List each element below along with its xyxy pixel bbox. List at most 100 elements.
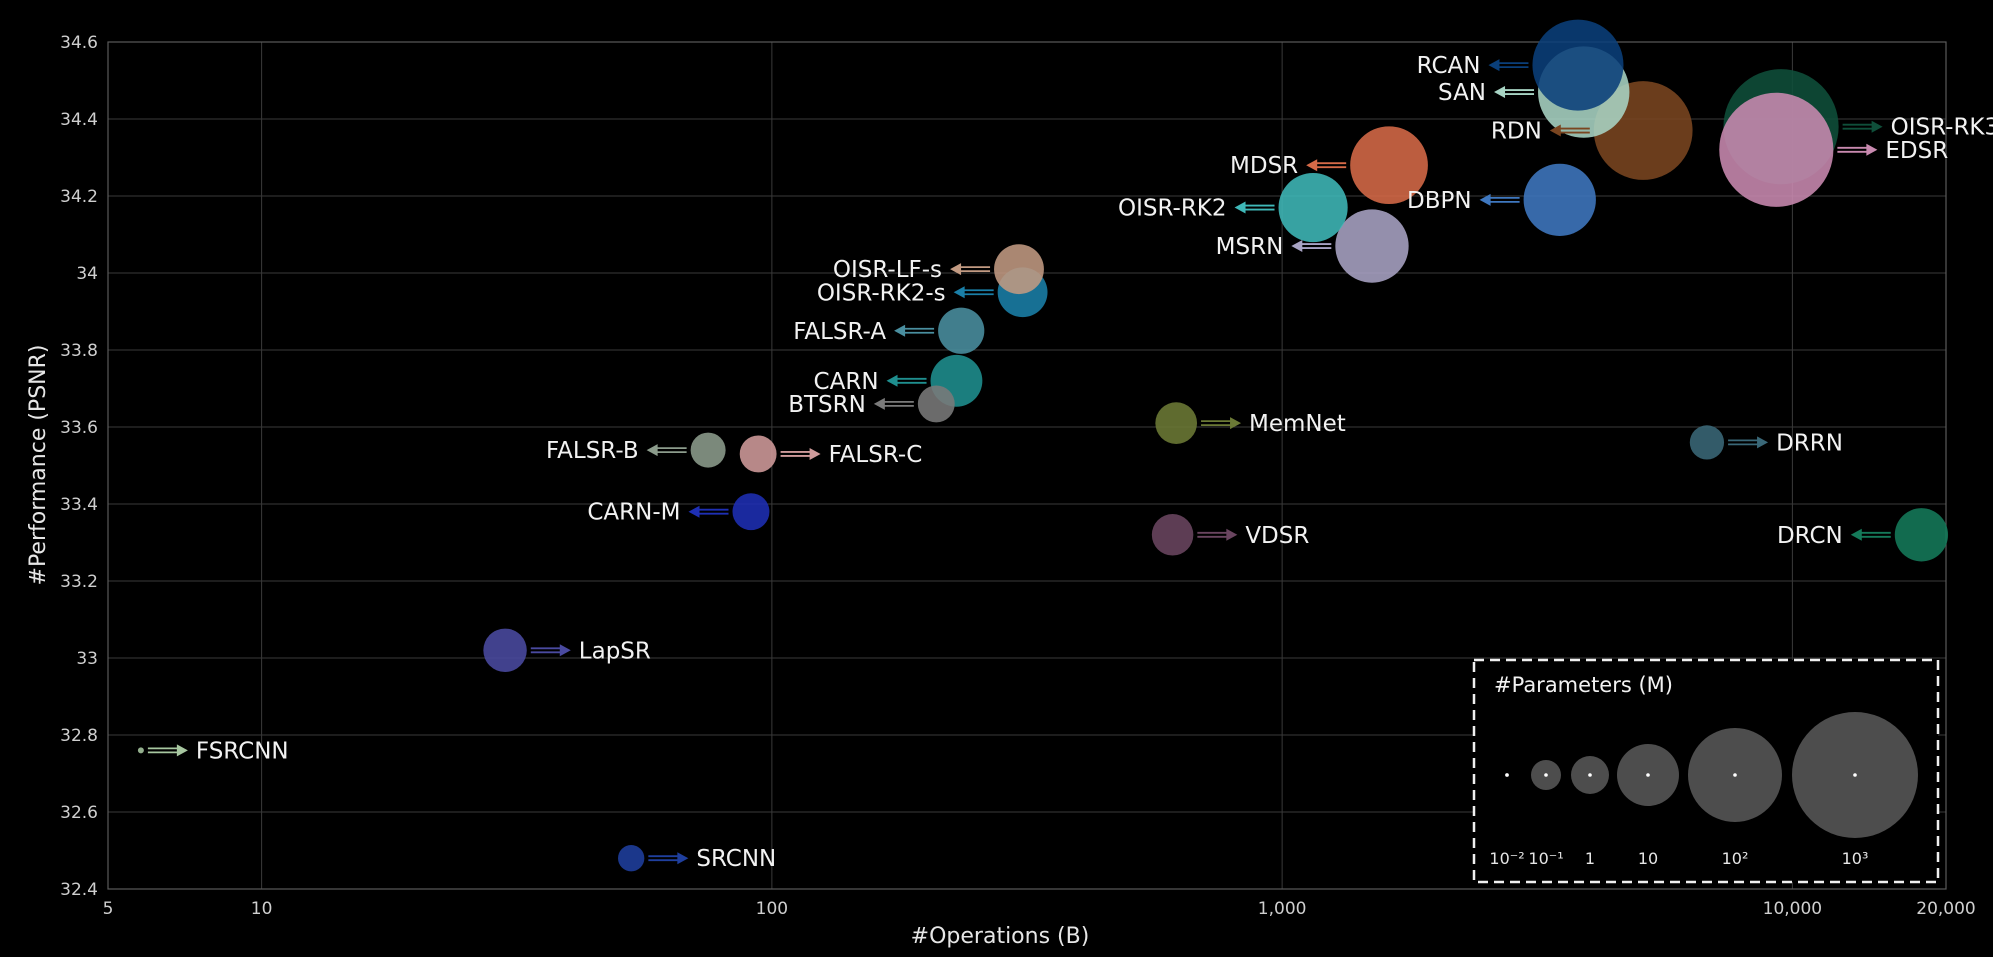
y-tick-label: 32.8	[60, 726, 98, 746]
point-label: MDSR	[1230, 153, 1298, 179]
label-arrow	[1234, 201, 1275, 214]
label-arrow	[530, 644, 571, 657]
label-arrow	[894, 324, 935, 337]
arrow-head	[1850, 528, 1862, 541]
y-tick-label: 33.2	[60, 572, 98, 592]
label-arrow	[953, 286, 994, 299]
y-tick-label: 33.8	[60, 341, 98, 361]
label-arrow	[147, 744, 188, 757]
point-label: VDSR	[1245, 523, 1309, 549]
bubble	[690, 432, 726, 468]
point-label: MSRN	[1216, 234, 1284, 260]
bubble	[994, 244, 1044, 295]
arrow-head	[1871, 120, 1883, 133]
point-label: MemNet	[1249, 411, 1346, 437]
bubble	[1335, 209, 1409, 283]
bubble	[1719, 92, 1834, 207]
bubble	[618, 845, 645, 872]
arrow-head	[559, 644, 571, 657]
label-arrow	[648, 852, 689, 865]
arrow-head	[886, 374, 898, 387]
legend-size-label: 1	[1585, 849, 1595, 868]
legend-bubble-center	[1588, 773, 1592, 777]
point-label: CARN-M	[587, 500, 680, 526]
bubble	[1151, 514, 1194, 556]
legend-size-label: 10⁻¹	[1528, 849, 1563, 868]
bubble	[1523, 163, 1596, 237]
label-arrow	[1201, 417, 1242, 430]
legend-bubble-center	[1853, 773, 1857, 777]
label-arrow	[1479, 193, 1520, 206]
legend-bubble-center	[1505, 773, 1509, 777]
legend-size-label: 10³	[1842, 849, 1869, 868]
legend-size-label: 10⁻²	[1489, 849, 1524, 868]
y-tick-label: 34.2	[60, 187, 98, 207]
label-arrow	[873, 397, 914, 410]
label-arrow	[688, 505, 729, 518]
y-tick-label: 32.6	[60, 803, 98, 823]
x-tick-label: 100	[756, 899, 788, 919]
y-tick-label: 32.4	[60, 880, 98, 900]
label-arrow	[886, 374, 927, 387]
arrow-head	[950, 263, 962, 276]
arrow-head	[1306, 159, 1318, 172]
legend-bubble-center	[1646, 773, 1650, 777]
bubble	[739, 435, 777, 473]
point-label: OISR-LF-s	[833, 257, 942, 283]
point-label: FALSR-B	[546, 438, 639, 464]
label-arrow	[780, 447, 821, 460]
legend-bubble-center	[1544, 773, 1548, 777]
point-label: DRCN	[1777, 523, 1843, 549]
x-tick-label: 20,000	[1916, 899, 1975, 919]
label-arrow	[1494, 86, 1535, 99]
arrow-head	[1234, 201, 1246, 214]
legend-size-label: 10	[1638, 849, 1658, 868]
point-label: OISR-RK3	[1891, 115, 1993, 141]
point-label: SAN	[1438, 80, 1486, 106]
x-tick-label: 10	[251, 899, 273, 919]
bubble	[917, 385, 955, 423]
x-tick-label: 10,000	[1763, 899, 1822, 919]
arrow-head	[1549, 124, 1561, 137]
arrow-head	[1291, 240, 1303, 253]
plot-frame	[107, 41, 1947, 890]
bubble	[1350, 126, 1428, 205]
label-arrow	[1850, 528, 1891, 541]
arrow-head	[1479, 193, 1491, 206]
legend-size-label: 10²	[1722, 849, 1749, 868]
point-label: OISR-RK2-s	[817, 280, 946, 306]
y-tick-label: 33	[76, 649, 98, 669]
legend-bubble-center	[1733, 773, 1737, 777]
label-arrow	[1291, 240, 1332, 253]
bubble	[1894, 508, 1949, 562]
label-arrow	[950, 263, 991, 276]
label-arrow	[1306, 159, 1347, 172]
y-tick-label: 34.6	[60, 33, 98, 53]
arrow-head	[809, 447, 821, 460]
arrow-head	[873, 397, 885, 410]
point-label: DBPN	[1407, 188, 1472, 214]
arrow-head	[677, 852, 689, 865]
label-arrow	[1197, 528, 1238, 541]
x-tick-label: 5	[103, 899, 114, 919]
legend-layer: #Parameters (M) 10⁻² 10⁻¹ 1 10 10² 10³	[1472, 658, 1940, 884]
point-label: FALSR-C	[829, 442, 923, 468]
arrow-head	[1757, 436, 1769, 449]
label-arrow	[1837, 143, 1878, 156]
label-arrow	[646, 444, 687, 457]
point-label: EDSR	[1885, 138, 1948, 164]
point-label: BTSRN	[788, 392, 866, 418]
y-axis-title: #Performance (PSNR)	[26, 345, 51, 586]
point-label: FSRCNN	[196, 738, 289, 764]
arrow-head	[1230, 417, 1242, 430]
point-label: LapSR	[579, 638, 651, 664]
arrow-head	[1488, 59, 1500, 72]
label-arrow	[1488, 59, 1529, 72]
y-tick-label: 33.6	[60, 418, 98, 438]
arrow-head	[1226, 528, 1238, 541]
bubble	[1532, 19, 1624, 111]
axes-layer: 32.4 32.6 32.8 33 33.2 33.4 33.6 33.8 34 34.2 34.4…	[60, 33, 1976, 919]
bubble	[938, 307, 985, 354]
points-layer: FSRCNN SRCNN LapSR CARN-M FALSR-B FALSR-C BTSR…	[137, 19, 1993, 872]
arrow-head	[1866, 143, 1878, 156]
